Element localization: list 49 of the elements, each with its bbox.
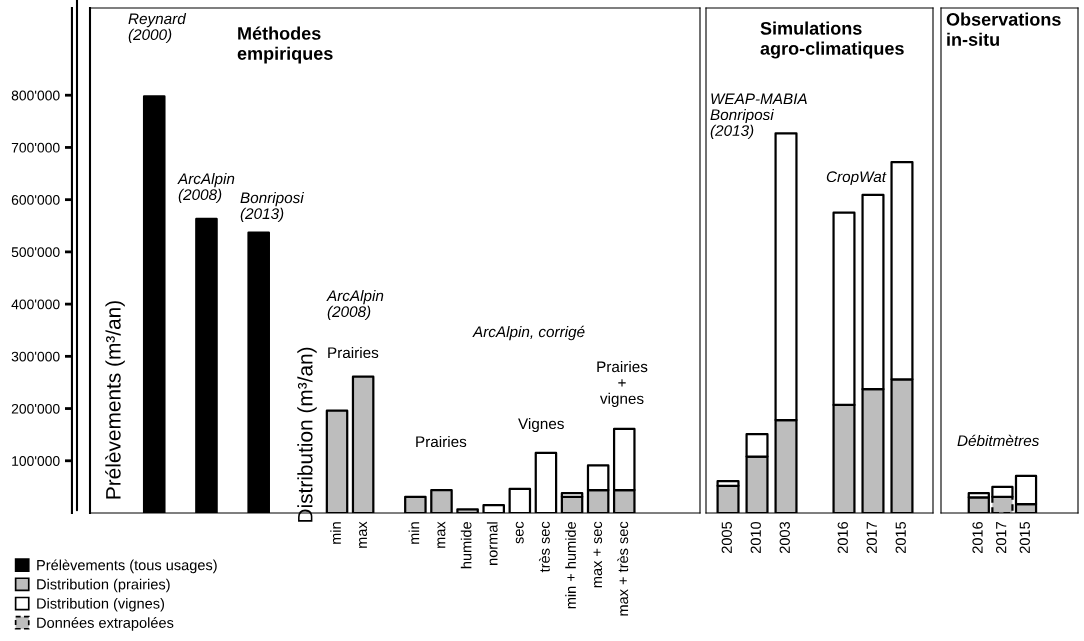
y-tick-label: 700'000 [11, 142, 60, 153]
x-tick-label: 2010 [750, 521, 761, 554]
x-tick-label: max + très sec [617, 521, 629, 616]
annotation: Bonriposi (2013) [240, 191, 305, 223]
y-tick-label: 500'000 [11, 247, 60, 258]
x-tick-label: 2016 [972, 521, 983, 554]
y-tick-label: 300'000 [11, 351, 60, 362]
text: Données extrapolées [37, 617, 174, 631]
x-tick-label: 2005 [721, 521, 732, 554]
y-tick-label: 800'000 [11, 90, 60, 101]
legend-label: Distribution (vignes) [37, 597, 164, 612]
annotation: Débitmètres [957, 434, 1040, 447]
x-tick-label: min [408, 522, 420, 544]
x-tick-label: très sec [538, 521, 550, 573]
annotation: Distribution (m³/an) [297, 347, 317, 522]
legend-label: Distribution (prairies) [37, 578, 170, 593]
y-tick-label: 200'000 [11, 403, 60, 414]
x-tick-label: normal [486, 522, 498, 565]
annotation: Prairies + vignes [597, 360, 648, 408]
text: Simulations agro-climatiques [760, 21, 904, 59]
x-tick-label: 2017 [866, 522, 877, 554]
annotation: Prairies [416, 435, 467, 448]
y-tick-label: 100'000 [12, 456, 60, 466]
annotation: ArcAlpin, corrigé [472, 325, 585, 341]
annotation: CropWat [826, 171, 887, 186]
x-tick-label: max [359, 521, 368, 548]
legend-label: Prélèvements (tous usages) [37, 559, 217, 574]
x-tick-label: min [330, 522, 341, 544]
annotation: Reynard (2000) [128, 12, 187, 44]
x-tick-label: 2017 [996, 522, 1007, 554]
text: Méthodes empiriques [237, 26, 333, 64]
annotation: WEAP-MABIA Bonriposi (2013) [710, 93, 807, 140]
y-axis-title: Prélèvements (m³/an) [105, 301, 125, 499]
x-tick-label: humide [460, 521, 472, 569]
x-tick-label: 2015 [1019, 521, 1030, 554]
annotation: Prairies [328, 346, 379, 359]
x-tick-label: max [437, 521, 446, 548]
x-tick-label: 2003 [779, 521, 790, 554]
x-tick-label: sec [515, 521, 524, 544]
annotation: ArcAlpin (2008) [177, 172, 235, 204]
annotation: ArcAlpin (2008) [326, 289, 384, 321]
annotation: Vignes [518, 417, 564, 433]
y-tick-label: 400'000 [11, 299, 60, 310]
text: Observations in-situ [946, 12, 1061, 46]
x-tick-label: 2016 [837, 521, 848, 554]
x-tick-label: max + sec [593, 521, 603, 588]
y-tick-label: 600'000 [11, 194, 60, 205]
x-tick-label: 2015 [895, 521, 906, 554]
x-tick-label: min + humide [565, 521, 576, 609]
